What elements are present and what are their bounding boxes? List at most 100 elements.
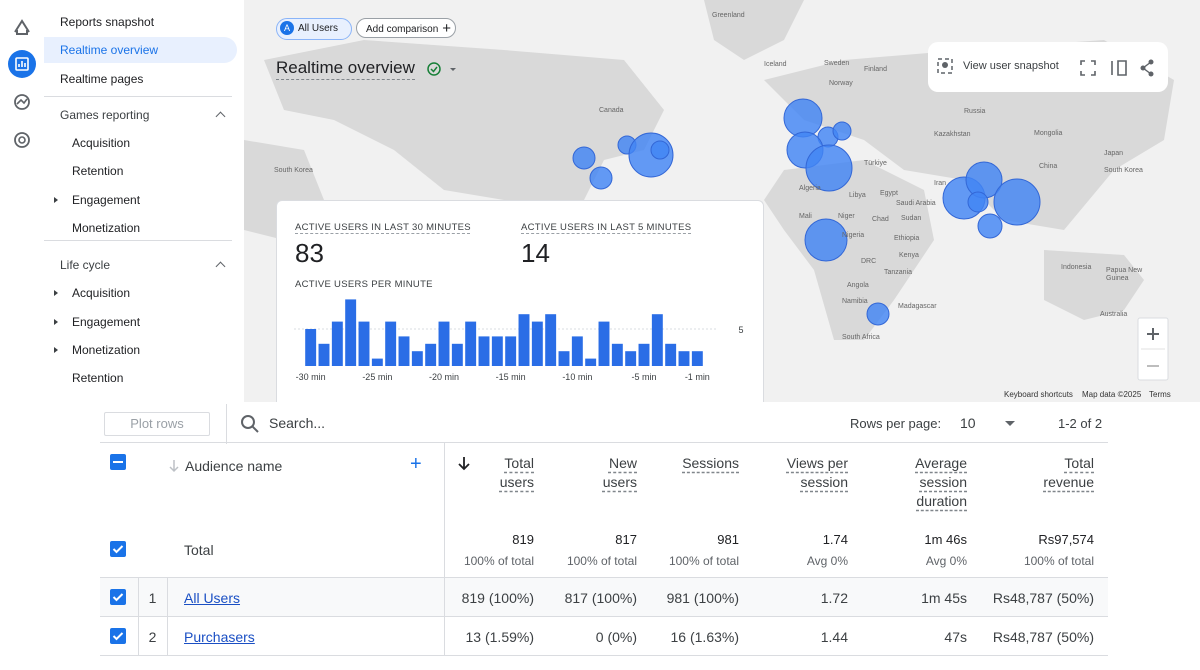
map-label: Angola — [847, 282, 869, 289]
collapse-icon[interactable] — [215, 111, 226, 122]
fullscreen-icon[interactable] — [1080, 60, 1096, 76]
select-all-checkbox[interactable] — [110, 454, 126, 470]
expand-caret[interactable] — [54, 346, 58, 353]
column-header[interactable]: Total revenue — [1034, 454, 1094, 492]
snapshot-icon[interactable] — [936, 56, 956, 78]
column-header-text[interactable]: Total revenue — [1043, 455, 1094, 490]
advertising-icon-inner — [18, 136, 26, 144]
add-comparison: Add comparison — [366, 24, 439, 35]
column-header-text[interactable]: Total users — [499, 455, 534, 490]
plot-rows-button[interactable]: Plot rows — [104, 412, 210, 436]
row-checkbox[interactable] — [110, 628, 126, 644]
bar — [438, 321, 450, 366]
add-comparison-chip[interactable]: Add comparison + — [356, 18, 456, 38]
column-header-text[interactable]: Sessions — [682, 455, 739, 471]
nav-section-title[interactable]: Life cycle — [60, 258, 111, 273]
row-checkbox[interactable] — [110, 589, 126, 605]
total-checkbox[interactable] — [110, 541, 126, 557]
bar — [358, 321, 370, 366]
expand-caret[interactable] — [54, 318, 58, 325]
column-header[interactable]: Total users — [484, 454, 534, 492]
dimension-header[interactable]: Audience name — [185, 458, 283, 474]
map-label: Papua New Guinea — [1106, 267, 1143, 282]
map-footer-link[interactable]: Keyboard shortcuts — [1004, 390, 1073, 399]
column-header[interactable]: New users — [597, 454, 637, 492]
share-icon[interactable] — [1141, 61, 1152, 75]
bar — [425, 343, 437, 366]
toolbar — [928, 42, 1168, 92]
bar — [678, 351, 690, 366]
nav-item-selected[interactable]: Realtime overview — [44, 37, 237, 63]
row-name[interactable]: All Users — [184, 590, 241, 606]
row-value: 1m 45s — [921, 590, 967, 606]
add-dimension[interactable]: + — [410, 453, 422, 475]
bar — [478, 336, 490, 366]
total-sub: Avg 0% — [925, 554, 967, 568]
title-dropdown[interactable] — [450, 68, 456, 71]
row-value: 1.44 — [820, 629, 848, 645]
bar — [531, 321, 543, 366]
map-footer-link[interactable]: Terms — [1149, 390, 1171, 399]
reports-icon — [15, 57, 29, 71]
map-label: South Korea — [1104, 167, 1143, 174]
map-label: Nigeria — [842, 232, 865, 239]
map-label: China — [1039, 163, 1058, 170]
expand-caret[interactable] — [54, 196, 58, 203]
explore-icon[interactable] — [14, 94, 30, 110]
map-label: Finland — [864, 66, 887, 73]
map-label: Greenland — [712, 12, 745, 19]
nav-item[interactable]: Acquisition — [72, 286, 131, 301]
zoom-in[interactable] — [1147, 328, 1159, 340]
nav-item[interactable]: Engagement — [72, 314, 141, 329]
column-header[interactable]: Views per session — [773, 454, 848, 492]
nav-item[interactable]: Realtime pages — [60, 72, 144, 86]
bar — [518, 314, 530, 366]
row-index: 1 — [148, 590, 157, 606]
column-header-text[interactable]: New users — [602, 455, 637, 490]
map-label: Namibia — [842, 298, 868, 305]
search-input[interactable]: Search... — [269, 415, 326, 431]
row-divider — [100, 655, 1108, 656]
nav-item[interactable]: Monetization — [72, 342, 141, 357]
metric-value: 14 — [521, 238, 550, 268]
bar — [545, 314, 557, 366]
row-value: 47s — [944, 629, 967, 645]
nav-item[interactable]: Monetization — [72, 220, 141, 235]
row-highlight — [100, 578, 1108, 616]
column-header[interactable]: Sessions — [669, 454, 739, 473]
home-icon[interactable] — [14, 19, 30, 35]
nav-item[interactable]: Acquisition — [72, 136, 131, 150]
row-value: 1.72 — [820, 590, 848, 606]
sort-icon[interactable] — [168, 459, 180, 473]
nav-item[interactable]: Reports snapshot — [60, 15, 155, 29]
view-user-snapshot[interactable]: View user snapshot — [963, 60, 1059, 72]
column-header[interactable]: Average session duration — [907, 454, 967, 511]
nav-item[interactable]: Retention — [72, 164, 124, 179]
x-tick-label: -5 min — [631, 372, 656, 382]
map-label: Egypt — [880, 190, 898, 197]
column-divider — [444, 578, 445, 655]
row-name[interactable]: Purchasers — [184, 629, 255, 645]
rows-per-page[interactable]: 10 — [960, 415, 976, 431]
compare-icon[interactable] — [1111, 60, 1127, 76]
rows-dropdown[interactable] — [1004, 420, 1016, 428]
nav-item[interactable]: Engagement — [72, 192, 141, 207]
nav-item[interactable]: Retention — [72, 371, 124, 386]
total-value: 817 — [615, 532, 637, 547]
bar — [411, 351, 423, 366]
advertising-icon[interactable] — [14, 132, 30, 148]
nav-section-title[interactable]: Games reporting — [60, 108, 150, 122]
sorted-desc-icon[interactable] — [457, 456, 471, 472]
map-label: South Korea — [274, 167, 313, 174]
expand-caret[interactable] — [54, 290, 58, 297]
x-tick-label: -10 min — [562, 372, 592, 382]
column-header-text[interactable]: Views per session — [786, 455, 848, 490]
bar — [491, 336, 503, 366]
total-value: Rs97,574 — [1038, 532, 1094, 547]
page-title: Realtime overview — [276, 58, 415, 80]
segment-chip[interactable]: A All Users — [276, 18, 352, 40]
column-header-text[interactable]: Average session duration — [915, 455, 967, 509]
collapse-icon[interactable] — [215, 261, 226, 272]
table-panel: Plot rows Search... Rows per page: 10 1-… — [74, 402, 1132, 670]
